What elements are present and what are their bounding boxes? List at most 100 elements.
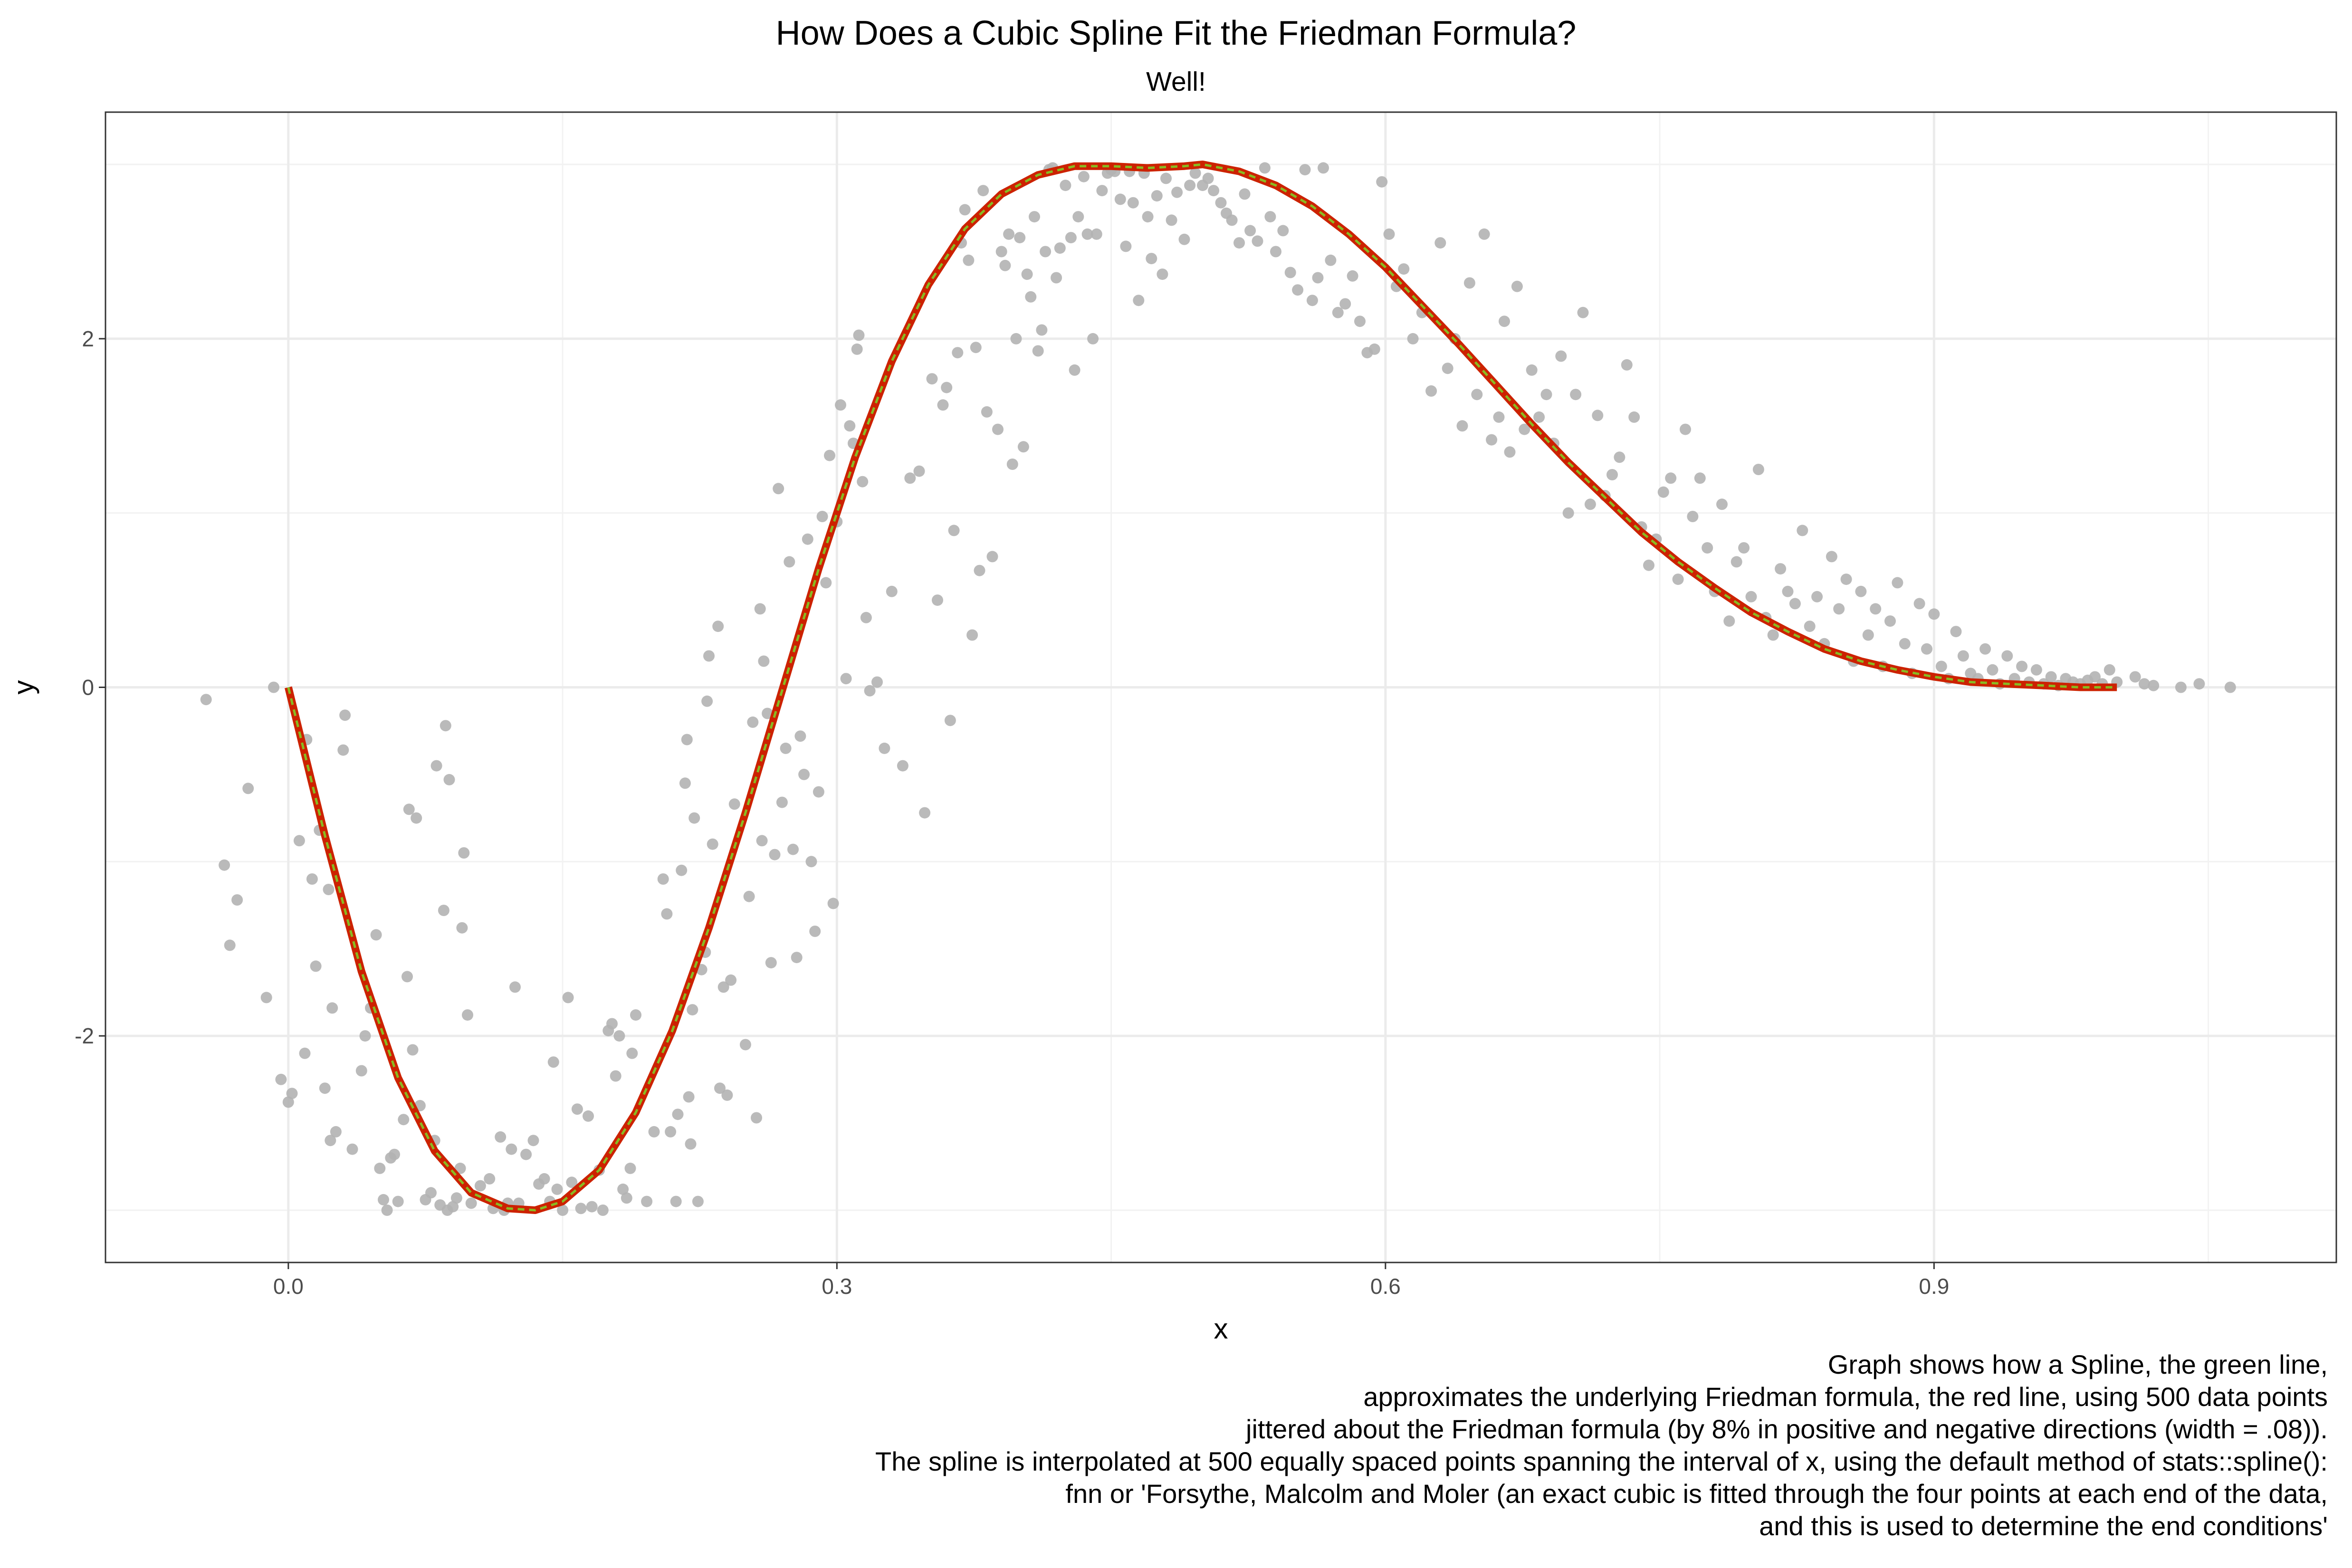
data-point [1833,603,1845,615]
data-point [389,1148,400,1160]
data-point [1775,563,1787,575]
data-point [835,399,846,411]
data-point [330,1126,342,1138]
data-point [1069,364,1080,376]
data-point [1826,551,1837,563]
data-point [860,612,872,623]
data-point [1892,577,1903,589]
data-point [1264,211,1276,223]
chart-title: How Does a Cubic Spline Fit the Friedman… [775,14,1577,52]
data-point [857,476,869,488]
data-point [937,399,949,411]
data-point [1325,254,1337,266]
data-point [1178,233,1190,245]
y-axis-title: y [8,680,39,695]
data-point [1606,469,1618,480]
data-point [712,621,724,632]
data-point [1456,420,1468,432]
data-point [1694,472,1706,484]
data-point [392,1195,404,1207]
data-point [1120,240,1132,252]
data-point [1504,446,1516,458]
data-point [282,1096,294,1108]
data-point [1021,268,1033,280]
data-point [679,777,691,789]
data-point [621,1192,632,1204]
data-point [1687,511,1699,522]
data-point [1533,411,1545,423]
data-point [1782,585,1794,597]
data-point [617,1183,629,1195]
data-point [904,472,916,484]
data-point [425,1187,437,1199]
data-point [871,676,883,688]
data-point [2193,678,2205,690]
data-point [1332,306,1344,318]
data-point [224,939,236,951]
data-point [1025,291,1037,303]
data-point [1312,272,1324,284]
data-point [1577,306,1589,318]
x-tick-label: 0.9 [1919,1274,1949,1299]
data-point [791,952,803,964]
data-point [562,992,574,1004]
data-point [346,1143,358,1155]
data-point [692,1195,704,1207]
data-point [1032,345,1044,357]
data-point [1127,197,1139,209]
data-point [1292,284,1304,296]
data-point [992,423,1004,435]
data-point [1921,643,1932,655]
data-point [1284,267,1296,278]
data-point [1036,324,1048,336]
data-point [919,807,931,819]
data-point [610,1070,621,1082]
data-point [1189,167,1201,179]
data-point [1614,451,1625,463]
data-point [268,681,279,693]
data-point [864,685,876,697]
data-point [613,1030,625,1042]
data-point [981,406,993,418]
data-point [323,884,335,895]
y-axis-ticks: -2 0 2 [75,326,105,1048]
data-point [1584,498,1596,510]
data-point [1767,629,1779,641]
data-point [438,905,449,916]
data-point [1478,228,1490,240]
data-point [1096,185,1108,197]
data-point [260,992,272,1004]
data-point [1065,232,1077,244]
data-point [398,1114,410,1126]
data-point [443,774,455,785]
data-point [1142,211,1154,223]
data-point [571,1103,583,1115]
data-point [1299,164,1311,176]
data-point [310,960,322,972]
data-point [1555,350,1567,362]
data-point [2030,664,2042,676]
data-point [827,898,839,909]
data-point [1171,186,1183,198]
data-point [402,971,413,983]
data-point [1166,214,1177,226]
data-point [974,564,985,576]
data-point [886,585,898,597]
y-tick-label: 0 [82,675,94,700]
data-point [758,655,770,667]
data-point [1471,389,1483,401]
data-point [1562,507,1574,519]
data-point [762,708,774,719]
data-point [648,1126,660,1138]
data-point [1157,268,1168,280]
data-point [326,1002,338,1014]
data-point [1621,359,1633,371]
data-point [1054,242,1066,254]
data-point [1570,389,1582,401]
data-point [1306,295,1318,306]
data-point [995,246,1007,258]
data-point [944,715,956,727]
data-point [787,843,799,855]
data-point [1354,316,1366,327]
data-point [676,864,688,876]
